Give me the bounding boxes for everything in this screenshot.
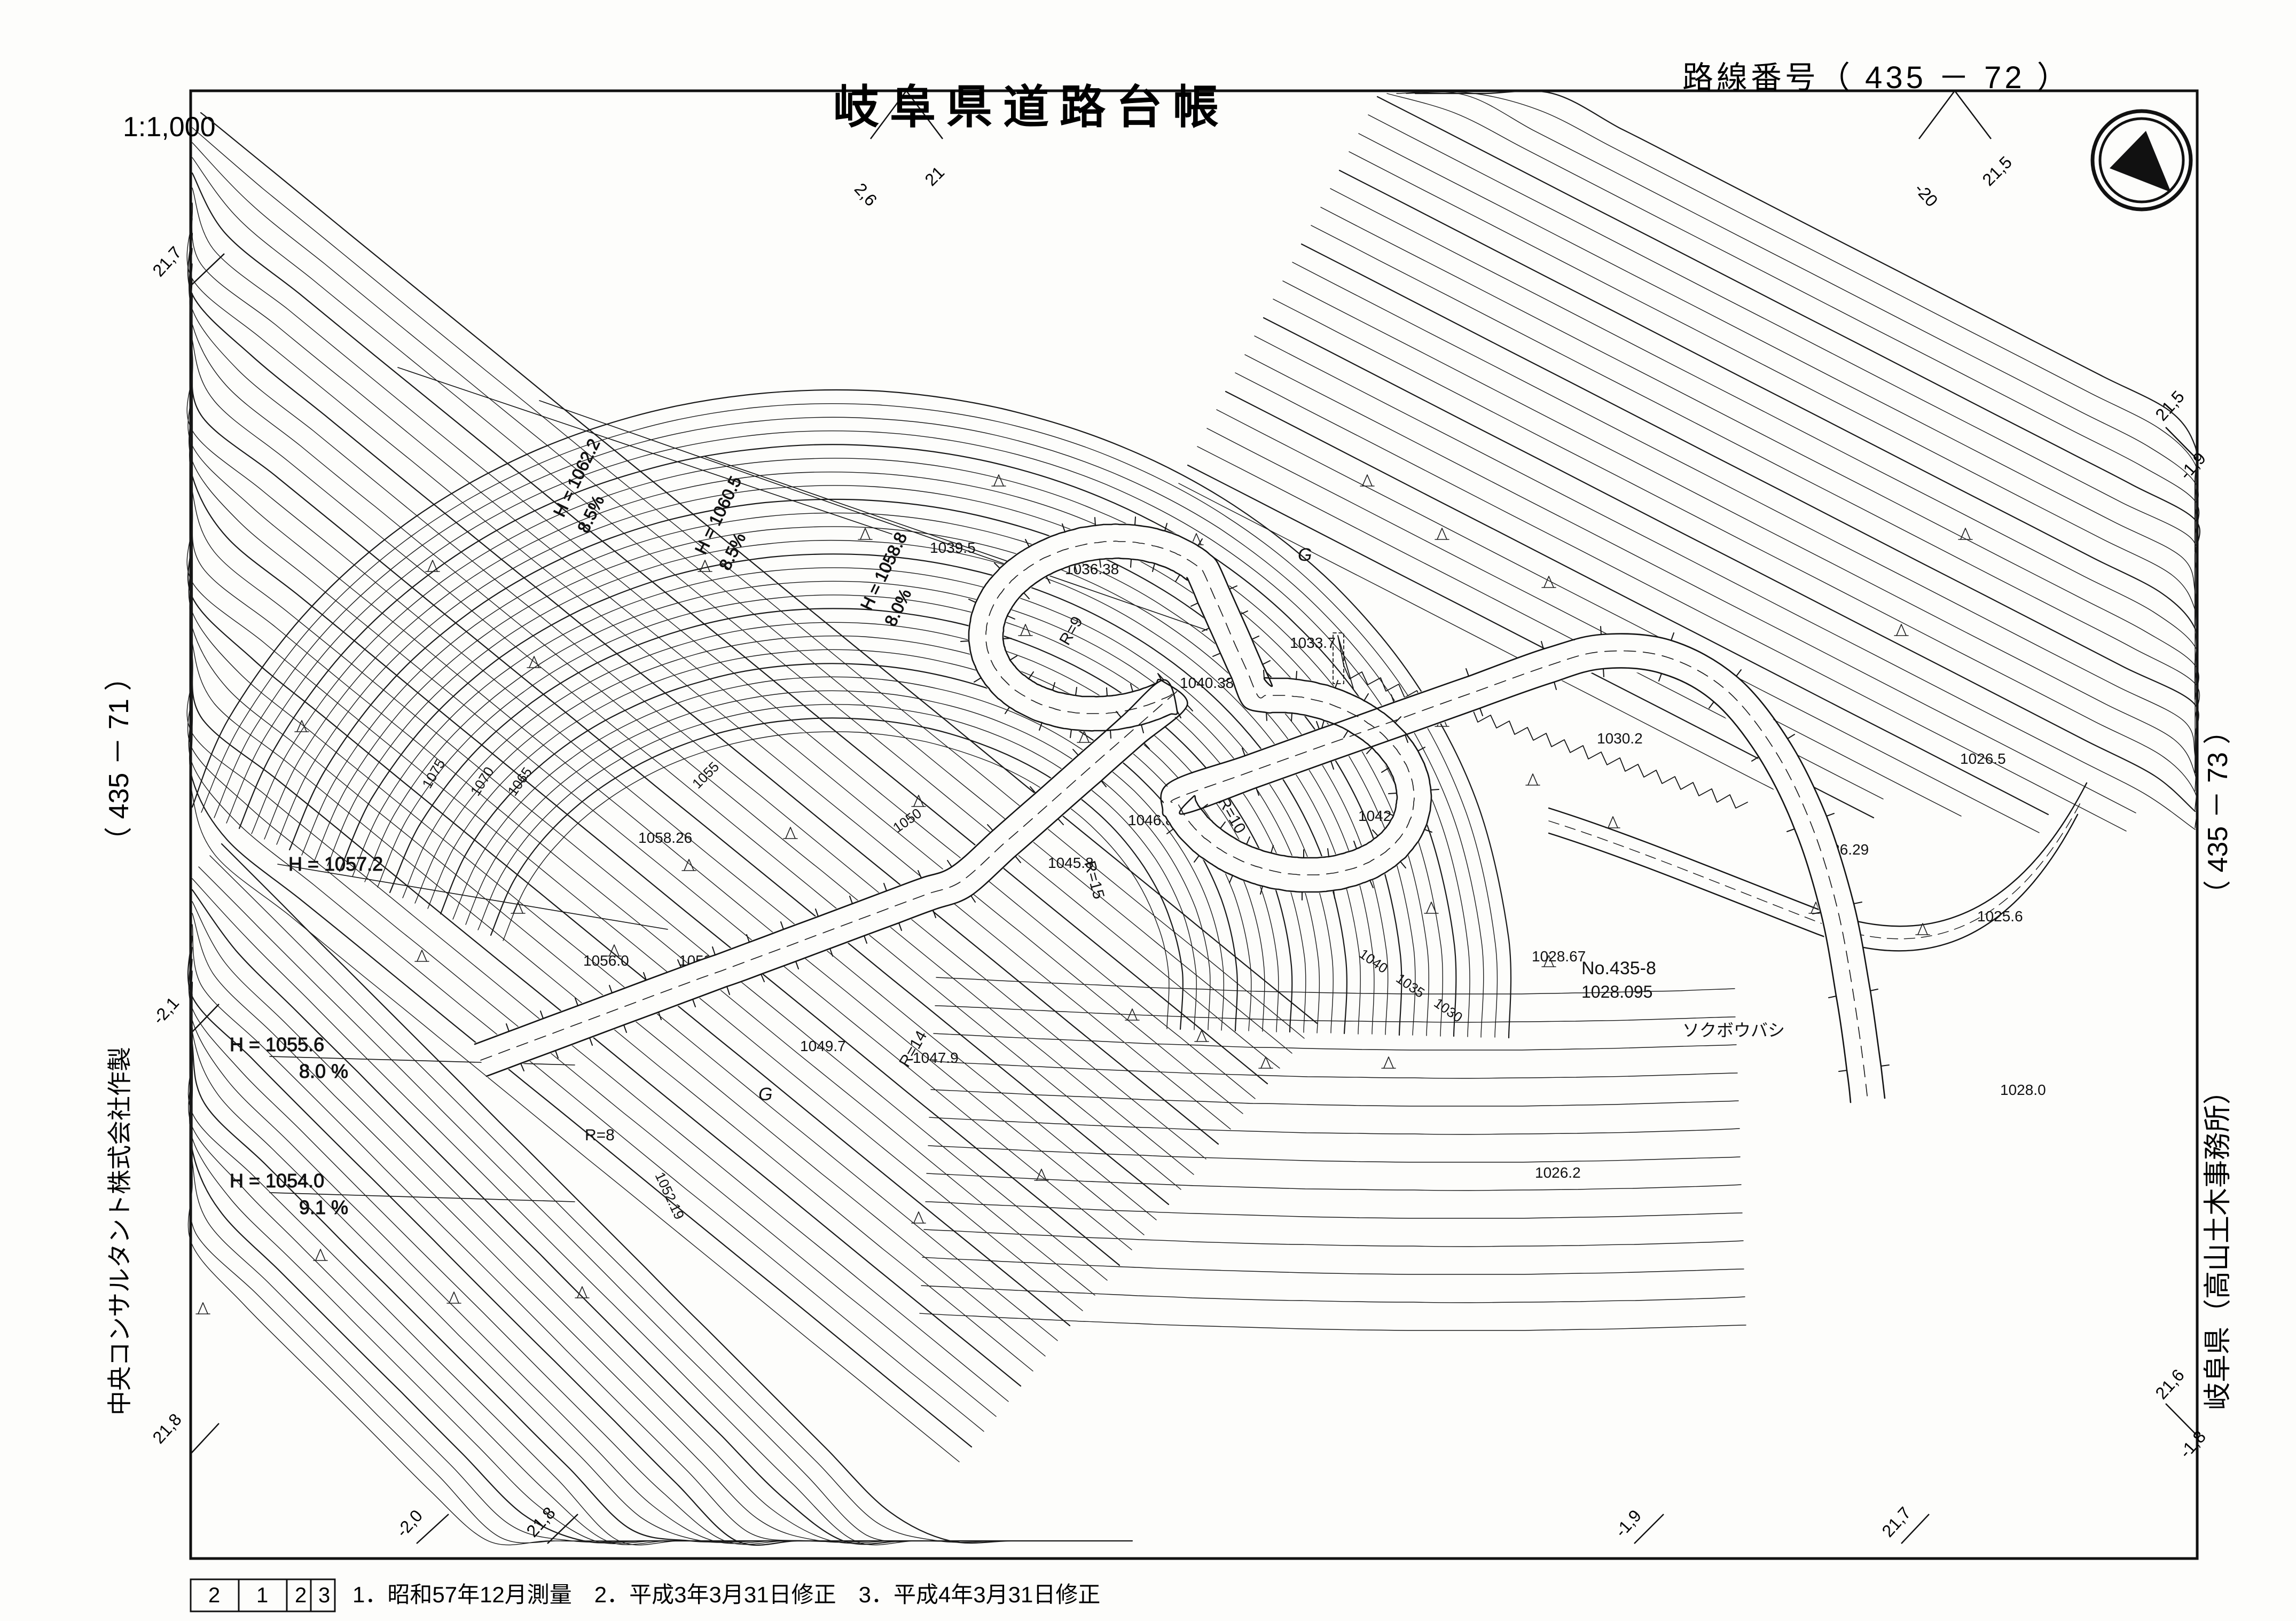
svg-text:1025.6: 1025.6 xyxy=(1977,908,2023,925)
svg-text:（ 435 － 73 ）: （ 435 － 73 ） xyxy=(2203,717,2234,908)
svg-text:1026.5: 1026.5 xyxy=(1960,750,2006,767)
svg-text:1040.38: 1040.38 xyxy=(1180,675,1234,691)
svg-text:No.435-8: No.435-8 xyxy=(1581,958,1656,978)
svg-text:3: 3 xyxy=(318,1584,330,1607)
svg-text:路線番号（ 435 － 72 ）: 路線番号（ 435 － 72 ） xyxy=(1682,60,2071,95)
svg-text:1033.7: 1033.7 xyxy=(1290,635,1336,651)
svg-text:岐阜県（高山土木事務所）: 岐阜県（高山土木事務所） xyxy=(2203,1077,2234,1410)
svg-text:中央コンサルタント株式会社作製: 中央コンサルタント株式会社作製 xyxy=(106,1047,134,1415)
svg-text:1058.26: 1058.26 xyxy=(638,829,692,846)
svg-text:岐阜県道路台帳: 岐阜県道路台帳 xyxy=(833,82,1229,133)
svg-text:1030.2: 1030.2 xyxy=(1597,730,1643,747)
svg-text:1026.2: 1026.2 xyxy=(1535,1164,1581,1181)
svg-text:1: 1 xyxy=(256,1584,268,1607)
svg-text:ソクボウバシ: ソクボウバシ xyxy=(1682,1021,1785,1040)
svg-text:1．昭和57年12月測量 2．平成3年3月31日修正 3．平: 1．昭和57年12月測量 2．平成3年3月31日修正 3．平成4年3月31日修正 xyxy=(352,1582,1100,1607)
svg-text:1028.67: 1028.67 xyxy=(1532,948,1586,965)
svg-text:2: 2 xyxy=(208,1584,220,1607)
svg-text:1028.0: 1028.0 xyxy=(2000,1082,2046,1098)
svg-text:1049.7: 1049.7 xyxy=(800,1038,846,1054)
svg-text:G: G xyxy=(758,1084,772,1105)
svg-text:2: 2 xyxy=(295,1584,307,1607)
svg-text:1039.5: 1039.5 xyxy=(930,539,976,556)
svg-text:（ 435 － 71 ）: （ 435 － 71 ） xyxy=(104,663,135,855)
svg-text:H = 1055.6: H = 1055.6 xyxy=(230,1033,324,1055)
svg-text:1:1,000: 1:1,000 xyxy=(123,112,216,143)
